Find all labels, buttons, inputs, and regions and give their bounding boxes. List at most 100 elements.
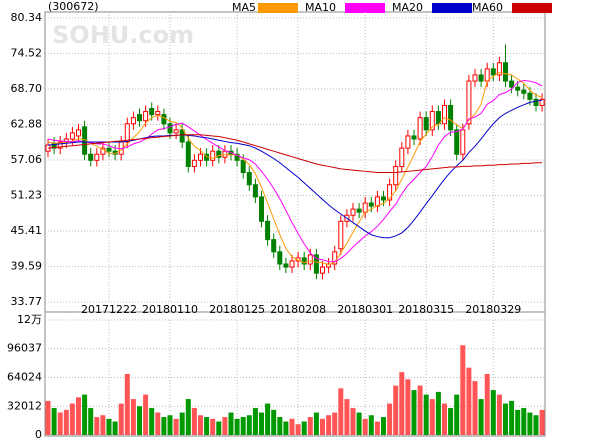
volume-bar [374, 421, 380, 435]
volume-bar [191, 408, 197, 435]
legend-swatch [258, 3, 298, 13]
candle-body [246, 172, 252, 186]
volume-bar [124, 373, 130, 435]
volume-bar [167, 415, 173, 435]
candle-body [332, 251, 338, 265]
volume-bar [539, 409, 545, 435]
volume-bar [118, 403, 124, 435]
y-tick-label: 80.34 [11, 11, 43, 24]
volume-bar [362, 418, 368, 435]
volume-bar [320, 418, 325, 435]
y-tick-label: 32012 [7, 399, 42, 412]
volume-bar [429, 399, 435, 435]
ma-line [47, 79, 543, 263]
volume-bar [423, 394, 429, 435]
candle-body [198, 153, 203, 161]
volume-bar [478, 399, 484, 435]
volume-bar [216, 421, 222, 435]
candle-body [417, 117, 423, 140]
volume-bar [185, 399, 191, 435]
candle-body [185, 141, 191, 167]
volume-bar [350, 408, 356, 435]
volume-bar [112, 421, 118, 435]
candle-body [210, 150, 216, 161]
candle-body [167, 123, 173, 134]
candle-body [527, 92, 533, 100]
ma-line [47, 134, 543, 174]
legend-swatch [345, 3, 385, 13]
y-tick-label: 64024 [7, 371, 42, 384]
volume-bar [533, 415, 539, 435]
volume-bar [88, 408, 94, 435]
volume-bar [368, 415, 374, 435]
candle-body [191, 159, 197, 167]
volume-bar [265, 403, 271, 435]
legend-label: MA60 [472, 1, 503, 14]
candle-body [442, 104, 447, 125]
volume-bar [82, 394, 88, 435]
candle-body [521, 89, 527, 94]
volume-bar [496, 394, 502, 435]
y-tick-label: 33.77 [11, 295, 43, 308]
ma-line [47, 99, 543, 239]
candle-body [515, 86, 521, 91]
candle-body [448, 104, 454, 131]
candle-body [137, 114, 142, 122]
candle-body [466, 80, 472, 125]
candle-body [307, 254, 313, 265]
y-tick-label: 39.59 [11, 260, 43, 273]
candle-body [130, 117, 136, 125]
volume-bar [45, 400, 51, 435]
volume-bar [344, 399, 350, 435]
volume-bar [143, 394, 149, 435]
y-tick-label: 0 [35, 428, 42, 440]
candle-body [76, 129, 81, 137]
y-tick-label: 57.06 [11, 153, 43, 166]
volume-bar [155, 412, 161, 435]
candle-body [106, 147, 112, 152]
candle-body [301, 257, 307, 265]
volume-bar [338, 388, 344, 435]
candle-body [222, 150, 228, 158]
candle-body [429, 111, 435, 131]
candle-body [216, 150, 222, 158]
volume-bar [100, 415, 106, 435]
volume-bar [289, 418, 295, 435]
candle-body [259, 196, 264, 222]
candle-body [149, 107, 155, 116]
volume-bar [228, 412, 234, 435]
volume-bar [222, 417, 228, 435]
candle-body [381, 196, 386, 201]
candle-body [399, 147, 405, 167]
volume-bar [210, 418, 216, 435]
y-tick-label: 62.88 [11, 117, 43, 130]
candle-body [411, 135, 417, 140]
volume-bar [448, 408, 454, 435]
volume-bar [521, 408, 527, 435]
volume-bar [460, 345, 466, 435]
legend-swatch [512, 3, 552, 13]
candle-body [173, 129, 179, 134]
candle-body [490, 68, 496, 76]
volume-bar [51, 408, 57, 435]
candle-body [124, 123, 130, 143]
candle-body [435, 111, 441, 125]
candle-body [338, 220, 344, 250]
volume-bar [301, 421, 307, 435]
volume-bar [527, 412, 533, 435]
candle-body [503, 62, 508, 82]
volume-bar [173, 418, 179, 435]
x-tick-label: 20171222 [81, 303, 137, 316]
volume-bar [509, 400, 515, 435]
volume-bar [106, 418, 112, 435]
legend-label: MA5 [232, 1, 256, 14]
candle-body [234, 153, 240, 161]
volume-bar [405, 379, 411, 435]
candle-body [155, 111, 161, 116]
candle-body [423, 117, 429, 131]
candle-body [313, 254, 319, 274]
volume-bar [234, 418, 240, 435]
volume-bar [259, 412, 264, 435]
volume-bar [387, 403, 393, 435]
volume-bar [63, 409, 69, 435]
